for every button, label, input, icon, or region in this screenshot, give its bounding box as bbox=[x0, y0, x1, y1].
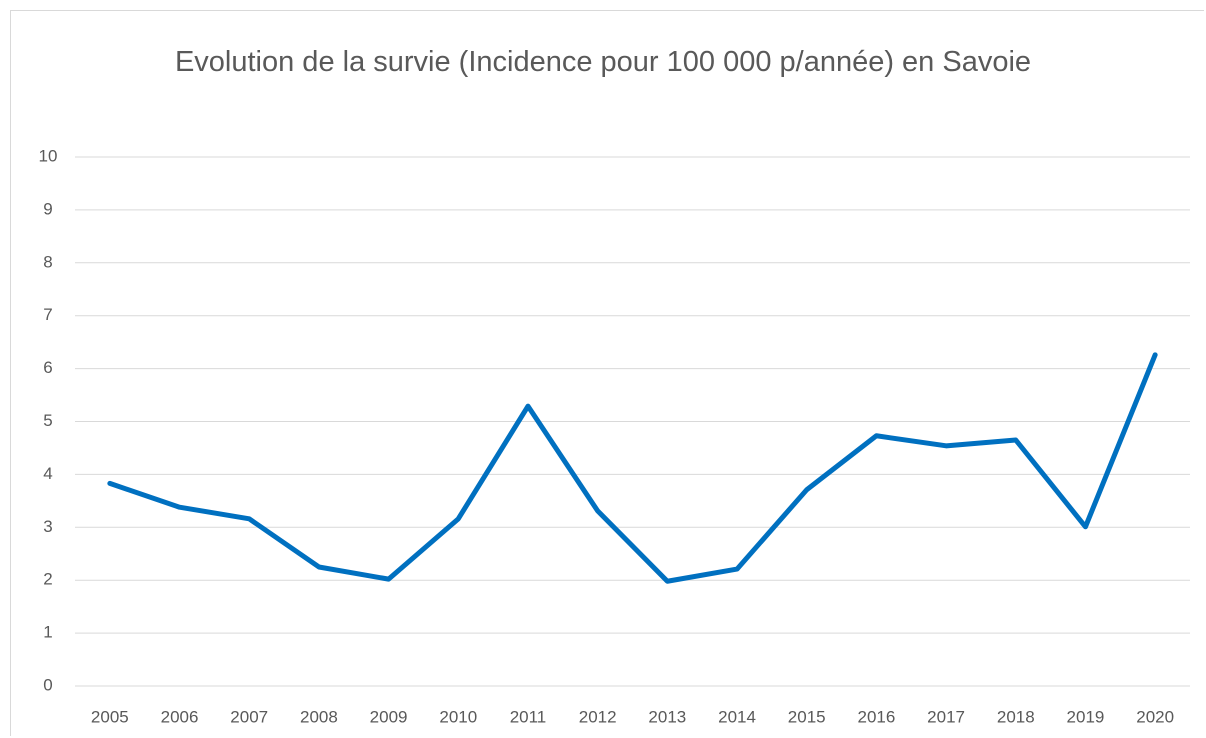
x-tick-label: 2016 bbox=[857, 707, 895, 726]
x-tick-label: 2008 bbox=[300, 707, 338, 726]
y-tick-label: 4 bbox=[43, 464, 52, 483]
y-tick-label: 3 bbox=[43, 517, 52, 536]
x-tick-label: 2019 bbox=[1067, 707, 1105, 726]
y-tick-label: 6 bbox=[43, 358, 52, 377]
y-tick-label: 5 bbox=[43, 411, 52, 430]
y-tick-label: 7 bbox=[43, 305, 52, 324]
x-tick-label: 2013 bbox=[648, 707, 686, 726]
x-tick-label: 2005 bbox=[91, 707, 129, 726]
x-tick-label: 2011 bbox=[510, 707, 547, 726]
x-tick-label: 2014 bbox=[718, 707, 756, 726]
x-tick-label: 2017 bbox=[927, 707, 965, 726]
x-tick-label: 2020 bbox=[1136, 707, 1174, 726]
y-tick-label: 0 bbox=[43, 675, 52, 694]
x-tick-label: 2010 bbox=[439, 707, 477, 726]
y-tick-label: 8 bbox=[43, 252, 52, 271]
x-tick-label: 2007 bbox=[230, 707, 268, 726]
chart-title: Evolution de la survie (Incidence pour 1… bbox=[174, 46, 1032, 78]
data-line bbox=[107, 352, 1158, 584]
x-tick-label: 2006 bbox=[161, 707, 199, 726]
chart-border bbox=[10, 10, 1204, 736]
y-tick-label: 1 bbox=[43, 623, 52, 642]
y-tick-label: 2 bbox=[43, 570, 52, 589]
x-tick-label: 2015 bbox=[788, 707, 826, 726]
x-tick-label: 2009 bbox=[370, 707, 408, 726]
y-tick-label: 10 bbox=[39, 146, 58, 165]
x-tick-label: 2018 bbox=[997, 707, 1035, 726]
y-tick-label: 9 bbox=[43, 199, 52, 218]
x-tick-label: 2012 bbox=[579, 707, 617, 726]
